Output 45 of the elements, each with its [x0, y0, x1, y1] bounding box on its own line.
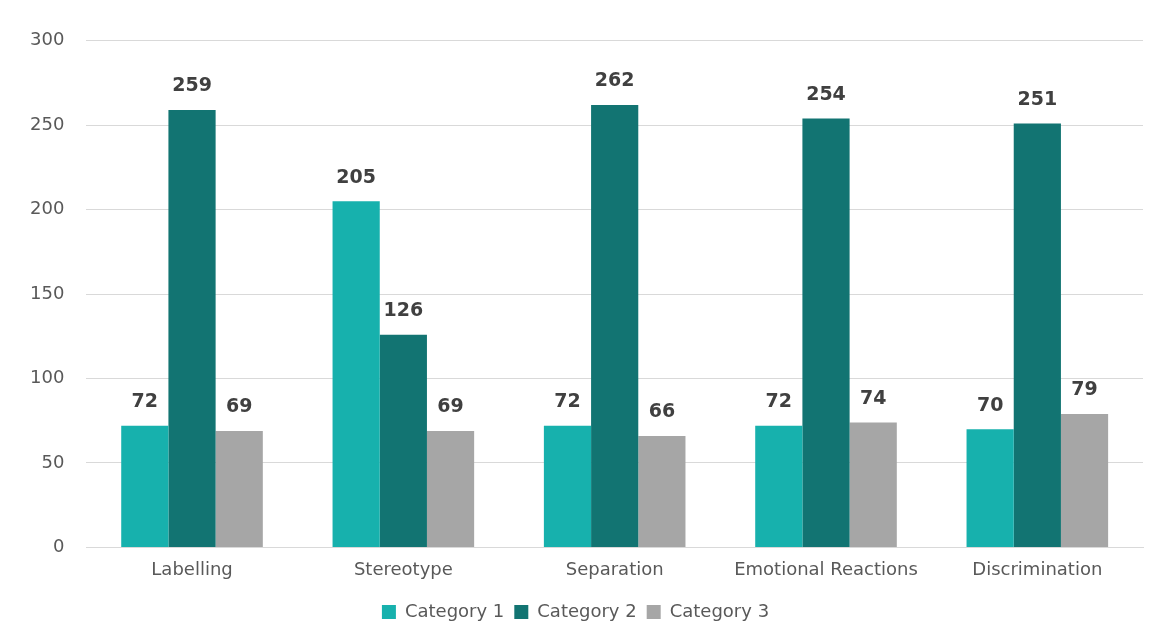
legend-label: Category 1: [404, 599, 505, 621]
data-label: 69: [225, 394, 253, 417]
bar: [849, 422, 897, 547]
bar: [168, 110, 216, 547]
data-label: 126: [383, 298, 424, 321]
bar: [591, 104, 639, 547]
bar: [802, 118, 850, 547]
bar: [121, 425, 169, 547]
y-tick-label: 250: [30, 112, 65, 134]
data-label: 259: [172, 73, 212, 96]
x-tick-label: Stereotype: [353, 557, 453, 579]
bar: [426, 430, 475, 547]
data-label: 205: [336, 164, 376, 187]
data-label: 262: [594, 68, 635, 91]
bar: [332, 201, 380, 547]
data-label: 79: [1071, 377, 1098, 400]
data-label: 72: [765, 389, 793, 412]
y-tick-label: 0: [52, 535, 65, 557]
y-tick-label: 200: [30, 197, 65, 219]
data-label: 72: [131, 389, 159, 412]
legend-label: Category 2: [537, 599, 637, 621]
x-tick-label: Labelling: [151, 557, 233, 579]
x-tick-label: Discrimination: [972, 557, 1103, 579]
x-tick-label: Separation: [565, 557, 664, 579]
bar: [379, 334, 427, 547]
bar: [966, 429, 1014, 547]
data-label: 251: [1017, 86, 1058, 109]
data-label: 72: [554, 389, 581, 412]
bar: [1013, 123, 1061, 547]
data-label: 74: [859, 385, 887, 408]
bar: [215, 430, 263, 547]
bar: [755, 425, 803, 547]
data-label: 254: [806, 81, 846, 104]
legend-label: Category 3: [669, 599, 770, 621]
data-label: 69: [437, 394, 464, 417]
bar: [543, 425, 592, 547]
data-label: 70: [976, 392, 1004, 415]
y-tick-label: 50: [41, 450, 65, 472]
y-tick-label: 100: [30, 366, 65, 388]
y-tick-label: 150: [30, 281, 65, 303]
data-label: 66: [648, 399, 676, 422]
x-tick-label: Emotional Reactions: [734, 557, 918, 579]
bar: [638, 435, 686, 547]
y-tick-label: 300: [30, 28, 65, 50]
bar: [1060, 414, 1109, 547]
